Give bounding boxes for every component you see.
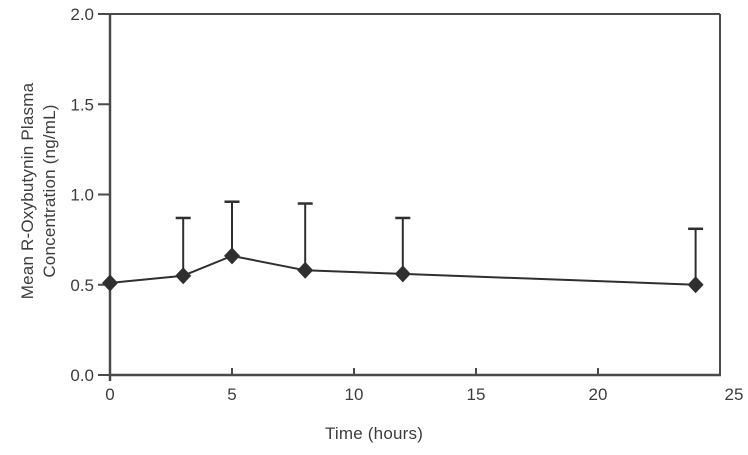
data-point-marker [102, 274, 118, 292]
data-point-marker [297, 261, 314, 279]
y-tick-label: 1.5 [70, 95, 94, 114]
x-tick-label: 25 [725, 385, 744, 404]
x-tick-label: 10 [345, 385, 364, 404]
data-line [109, 254, 696, 286]
y-tick-label: 0.5 [70, 276, 94, 295]
x-tick-label: 15 [467, 385, 486, 404]
data-point-marker [224, 247, 240, 265]
y-axis-title-line1: Mean R-Oxybutynin Plasma [18, 82, 37, 300]
y-tick-label: 2.0 [70, 5, 94, 24]
y-axis-title: Mean R-Oxybutynin Plasma Concentration (… [17, 1, 63, 381]
y-tick-label: 1.0 [70, 186, 94, 205]
x-tick-label: 20 [589, 385, 608, 404]
data-point-marker [175, 267, 192, 285]
data-point-marker [687, 276, 704, 294]
data-point-marker [394, 265, 411, 283]
x-tick-label: 0 [105, 385, 114, 404]
x-tick-label: 5 [227, 385, 236, 404]
y-axis-title-line2: Concentration (ng/mL) [40, 104, 59, 278]
y-tick-label: 0.0 [70, 366, 94, 385]
x-axis-title: Time (hours) [324, 424, 424, 443]
